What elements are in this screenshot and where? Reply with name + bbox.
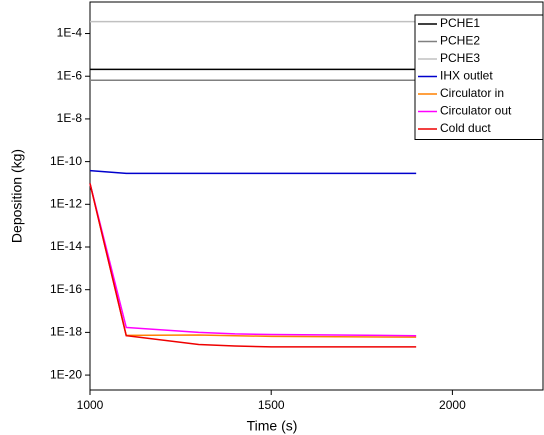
legend-label: PCHE2 — [440, 34, 480, 48]
y-tick-label: 1E-16 — [50, 282, 82, 296]
x-tick-label: 2000 — [439, 398, 466, 412]
y-tick-label: 1E-4 — [57, 26, 83, 40]
legend-label: Circulator in — [440, 86, 504, 100]
y-tick-label: 1E-20 — [50, 367, 82, 381]
x-tick-label: 1500 — [258, 398, 285, 412]
legend-label: IHX outlet — [440, 69, 493, 83]
x-axis-label: Time (s) — [247, 418, 298, 434]
series-line — [89, 183, 417, 338]
plot-frame — [89, 1, 544, 391]
y-tick-label: 1E-6 — [57, 68, 83, 82]
series-line — [89, 183, 417, 337]
legend-label: Circulator out — [440, 104, 512, 118]
series-line — [89, 183, 417, 348]
legend-label: PCHE3 — [440, 51, 480, 65]
y-tick-label: 1E-18 — [50, 325, 82, 339]
y-tick-label: 1E-10 — [50, 154, 82, 168]
y-tick-label: 1E-8 — [57, 111, 83, 125]
series-line — [89, 169, 417, 175]
x-tick-label: 1000 — [77, 398, 104, 412]
legend-label: Cold duct — [440, 121, 491, 135]
y-axis-label: Deposition (kg) — [9, 149, 25, 243]
y-tick-label: 1E-12 — [50, 196, 82, 210]
y-tick-label: 1E-14 — [50, 239, 82, 253]
legend-label: PCHE1 — [440, 16, 480, 30]
